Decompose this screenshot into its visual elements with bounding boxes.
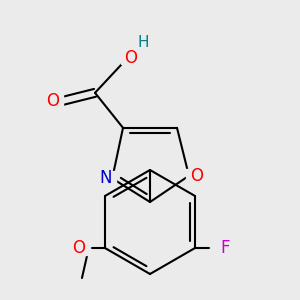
Bar bbox=[215, 242, 235, 254]
Bar bbox=[69, 242, 89, 254]
Text: O: O bbox=[124, 49, 137, 67]
Text: O: O bbox=[73, 239, 85, 257]
Text: H: H bbox=[137, 35, 149, 50]
Bar bbox=[121, 51, 141, 64]
Text: F: F bbox=[220, 239, 230, 257]
Text: N: N bbox=[99, 169, 112, 188]
Text: O: O bbox=[46, 92, 59, 110]
Bar bbox=[186, 169, 208, 183]
Text: O: O bbox=[190, 167, 203, 185]
Bar bbox=[94, 171, 116, 186]
Bar bbox=[43, 94, 63, 107]
Bar bbox=[134, 37, 152, 49]
